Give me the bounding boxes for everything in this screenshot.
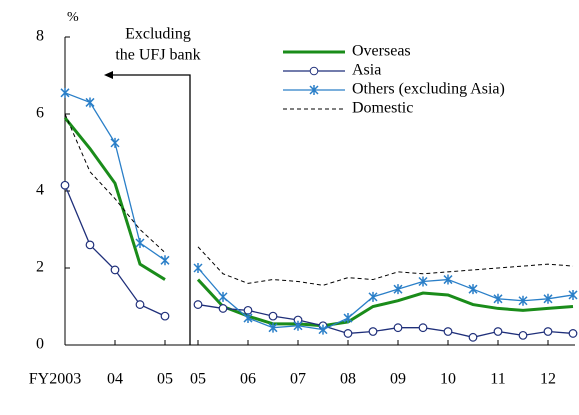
marker: [193, 263, 203, 273]
legend-marker: [309, 85, 319, 95]
y-tick-label: 8: [36, 28, 44, 45]
marker: [343, 313, 353, 324]
annotation: the UFJ bank: [115, 47, 200, 64]
y-unit-label: %: [67, 10, 79, 25]
marker: [443, 274, 453, 285]
x-tick-label: 08: [340, 371, 356, 388]
y-tick-label: 6: [36, 105, 44, 122]
marker: [393, 323, 403, 333]
marker: [343, 329, 353, 338]
marker: [518, 295, 528, 306]
marker: [60, 87, 70, 98]
marker: [60, 180, 70, 190]
x-tick-label: 11: [490, 371, 505, 388]
marker: [543, 327, 553, 336]
marker: [468, 284, 478, 295]
marker: [568, 329, 578, 338]
x-tick-label: FY2003: [29, 371, 81, 388]
x-tick-label: 04: [107, 371, 123, 388]
marker: [518, 330, 528, 340]
marker: [493, 327, 503, 336]
marker: [268, 311, 278, 321]
x-tick-label: 07: [290, 371, 306, 388]
marker: [468, 332, 478, 342]
legend-label: Domestic: [352, 100, 413, 117]
marker: [368, 291, 378, 302]
marker: [160, 311, 170, 321]
series-line: [64, 113, 574, 286]
x-tick-label: 06: [240, 371, 256, 388]
marker: [243, 305, 253, 315]
marker: [368, 327, 378, 336]
marker: [110, 265, 120, 275]
annotation: Excluding: [125, 26, 191, 43]
marker: [493, 293, 503, 304]
marker: [243, 313, 253, 324]
marker: [85, 97, 95, 108]
marker: [318, 324, 328, 335]
annotation-arrow: [112, 74, 191, 345]
legend-label: Others (excluding Asia): [352, 81, 505, 98]
marker: [393, 284, 403, 295]
marker: [443, 327, 453, 336]
x-tick-label: 05: [190, 371, 206, 388]
legend-marker: [309, 66, 319, 76]
marker: [135, 300, 145, 309]
marker: [543, 293, 553, 304]
legend-label: Overseas: [352, 43, 411, 60]
marker: [218, 291, 228, 302]
legend-label: Asia: [352, 62, 381, 79]
marker: [218, 304, 228, 313]
marker: [160, 255, 170, 266]
x-tick-label: 05: [157, 371, 173, 388]
marker: [135, 237, 145, 248]
y-tick-label: 4: [36, 182, 44, 199]
series-line: [63, 116, 574, 328]
marker: [268, 322, 278, 333]
marker: [418, 276, 428, 287]
marker: [418, 323, 428, 333]
marker: [193, 300, 203, 309]
marker: [293, 320, 303, 331]
marker: [568, 289, 578, 300]
series-line: [64, 184, 574, 338]
marker: [110, 137, 120, 148]
y-tick-label: 0: [36, 336, 44, 353]
y-tick-label: 2: [36, 259, 44, 276]
x-tick-label: 12: [540, 371, 556, 388]
series-line: [64, 92, 574, 331]
arrow-head: [104, 71, 113, 79]
x-tick-label: 09: [390, 371, 406, 388]
marker: [85, 240, 95, 250]
x-tick-label: 10: [440, 371, 456, 388]
